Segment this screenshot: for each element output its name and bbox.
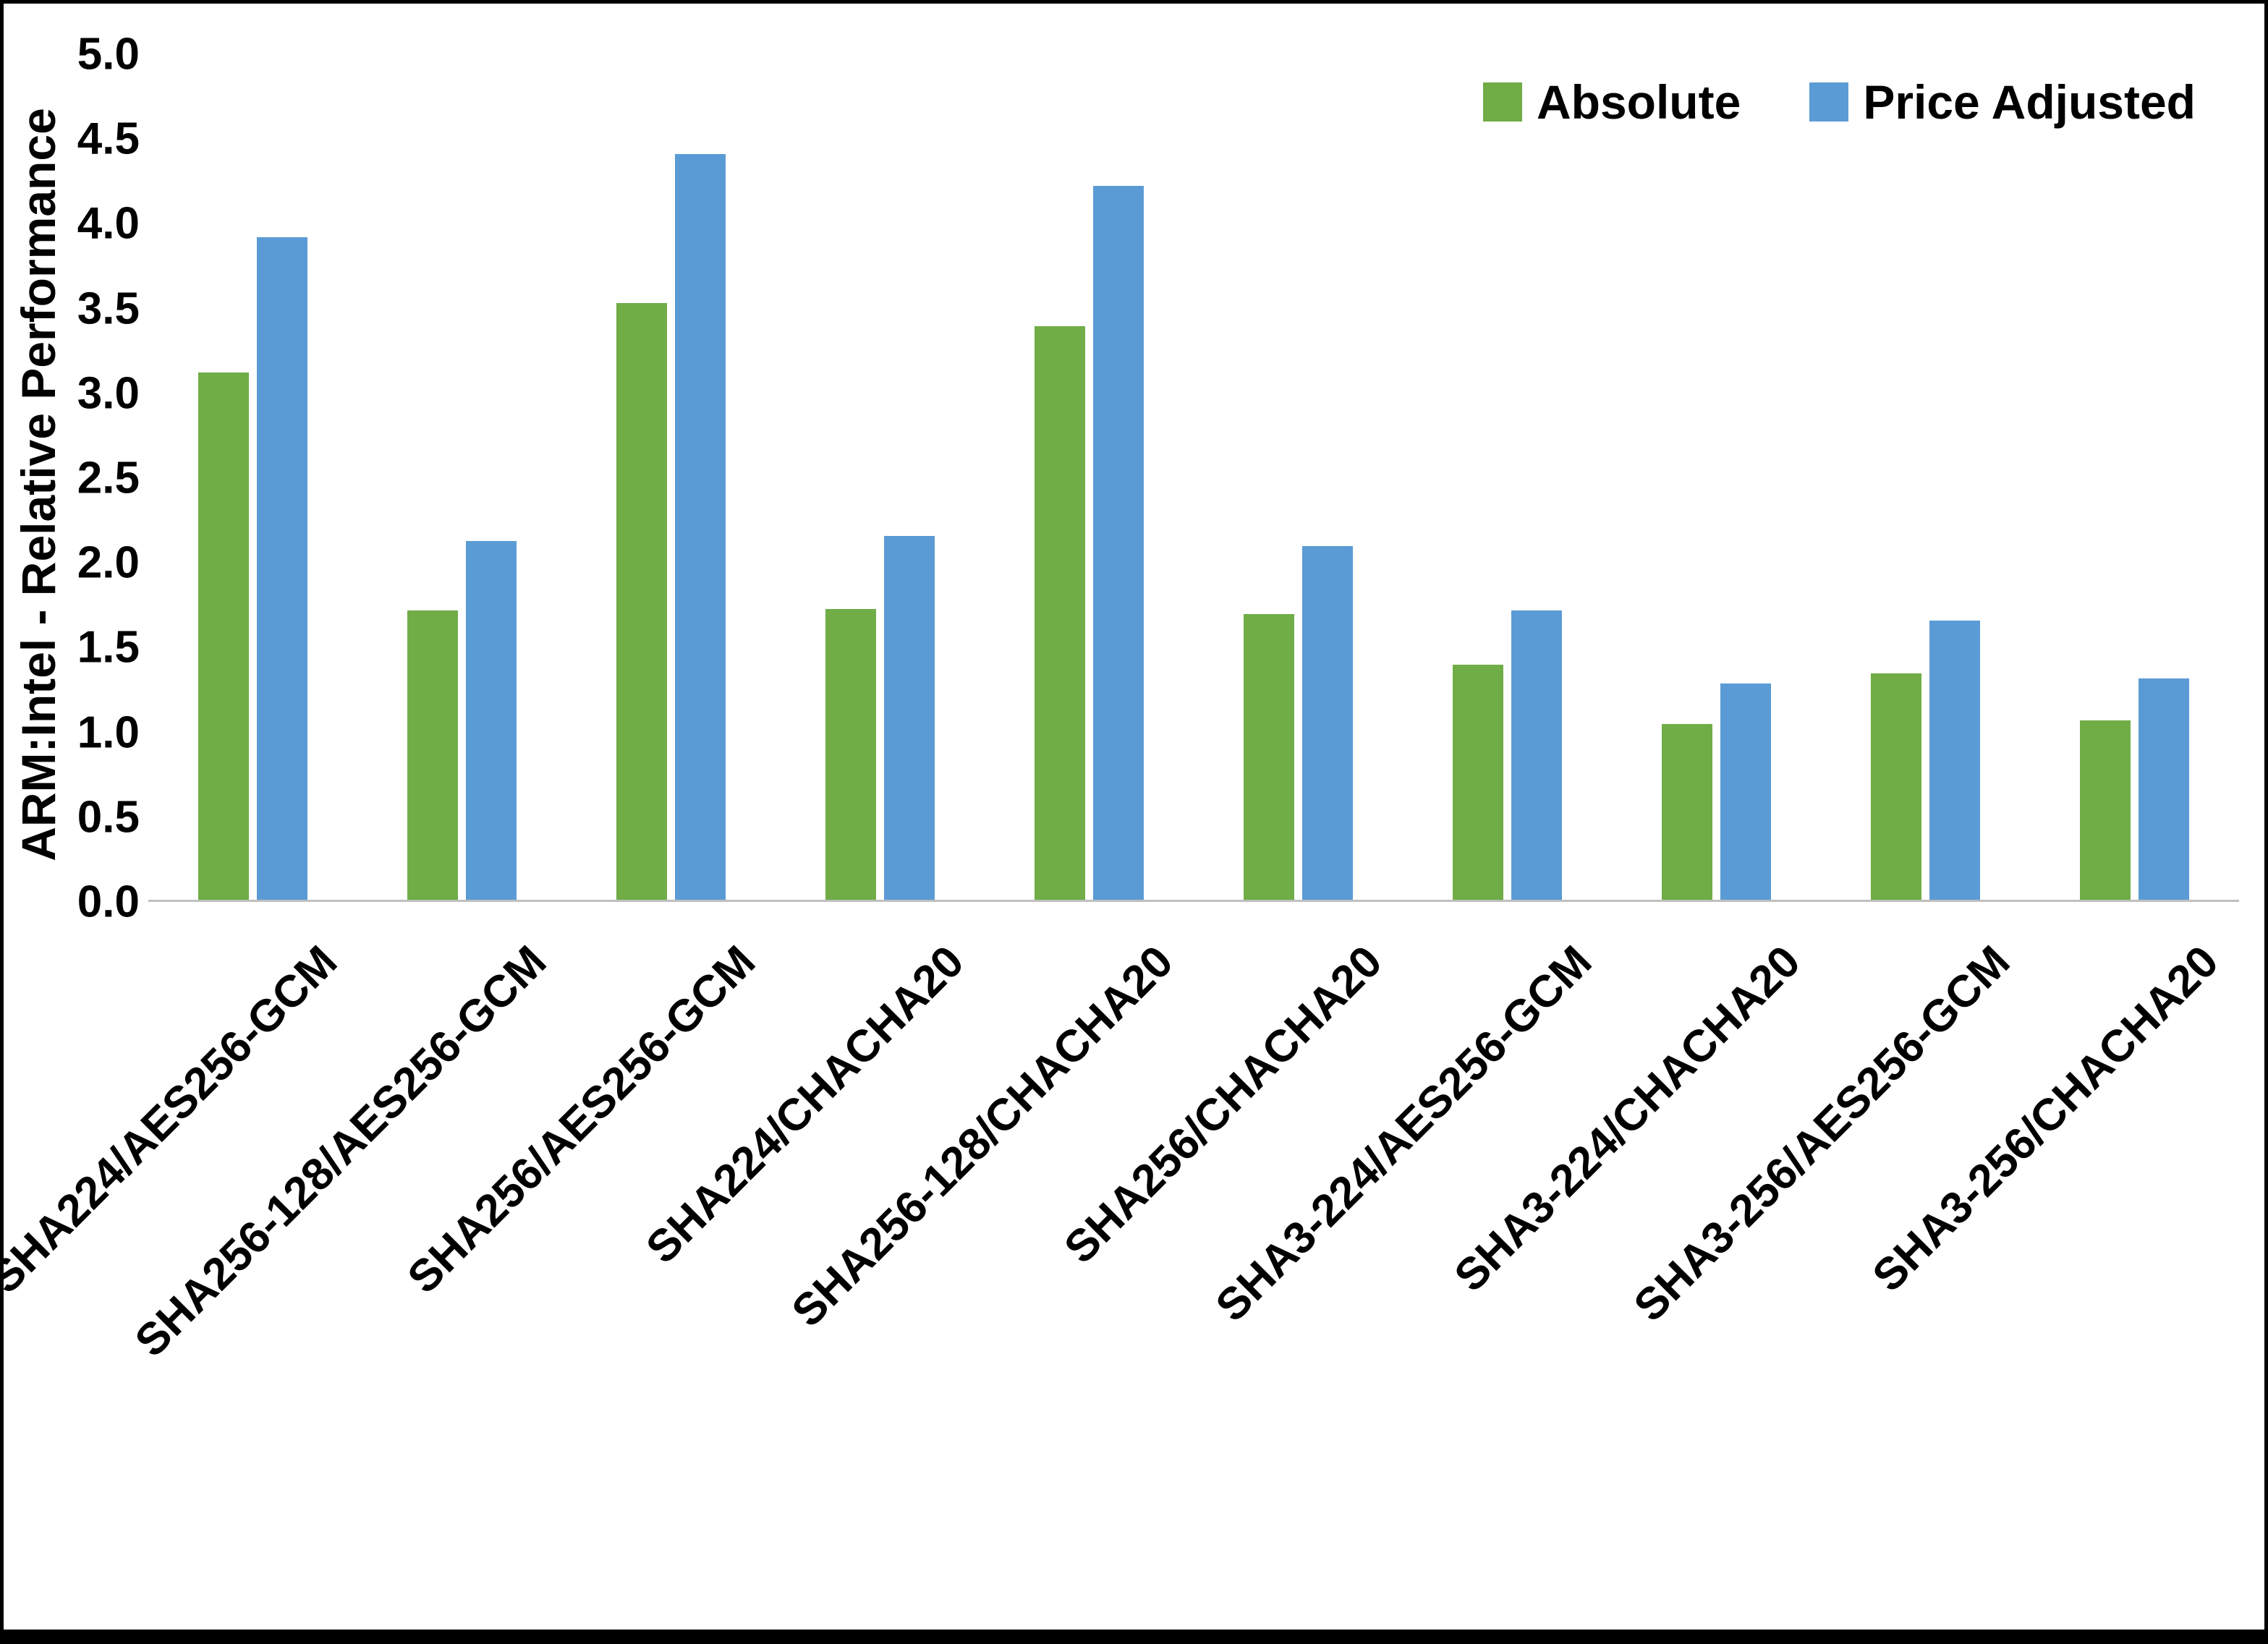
bar-group (1403, 54, 1612, 900)
y-tick-label: 3.5 (77, 284, 140, 334)
x-axis-category-label: SHA3-224/AES256-GCM (1206, 936, 1601, 1332)
legend-label: Absolute (1536, 75, 1741, 129)
bar-group (1612, 54, 1821, 900)
bar-absolute (1244, 613, 1294, 900)
x-axis-category-label: SHA3-256/CHACHA20 (1863, 936, 2228, 1302)
y-tick-label: 5.0 (77, 29, 140, 80)
bar-group (148, 54, 357, 900)
x-axis-category-label: SHA256-128/AES256-GCM (125, 936, 556, 1367)
legend-swatch-icon (1482, 82, 1522, 122)
y-tick-label: 1.0 (77, 707, 140, 758)
bar-absolute (1871, 673, 1921, 900)
bar-price-adjusted (884, 536, 935, 900)
x-axis-category-label: SHA256-128/CHACHA20 (782, 936, 1183, 1337)
legend-swatch-icon (1809, 82, 1849, 122)
bar-price-adjusted (466, 541, 517, 900)
y-tick-label: 4.5 (77, 114, 140, 164)
y-tick-label: 1.5 (77, 622, 140, 673)
legend: Absolute Price Adjusted (1482, 74, 2196, 129)
bar-absolute (1453, 665, 1503, 900)
legend-item-absolute: Absolute (1482, 74, 1741, 129)
bar-price-adjusted (1302, 546, 1353, 900)
legend-label: Price Adjusted (1863, 75, 2196, 129)
bar-price-adjusted (257, 237, 307, 900)
y-tick-label: 2.5 (77, 453, 140, 503)
x-axis-category-label: SHA256/AES256-GCM (398, 936, 765, 1303)
bar-absolute (198, 372, 249, 900)
bar-group (357, 54, 566, 900)
bar-absolute (616, 302, 667, 900)
bar-price-adjusted (1511, 610, 1562, 900)
bar-absolute (1662, 723, 1712, 900)
bar-price-adjusted (675, 153, 726, 900)
bar-group (566, 54, 776, 900)
x-axis-category-label: SHA224/AES256-GCM (0, 936, 347, 1303)
bar-absolute (407, 610, 458, 900)
bar-group (1821, 54, 2030, 900)
bar-group (985, 54, 1194, 900)
y-tick-label: 0.5 (77, 792, 140, 843)
bar-group (2030, 54, 2239, 900)
bar-price-adjusted (1929, 621, 1980, 900)
bar-price-adjusted (1093, 186, 1144, 900)
bar-group (776, 54, 985, 900)
y-tick-label: 0.0 (77, 877, 140, 927)
y-tick-label: 3.0 (77, 368, 140, 419)
bar-price-adjusted (1720, 683, 1771, 900)
bar-absolute (825, 608, 876, 900)
x-axis-category-label: SHA3-224/CHACHA20 (1445, 936, 1810, 1302)
bar-absolute (1035, 326, 1085, 900)
y-tick-label: 2.0 (77, 537, 140, 588)
bar-price-adjusted (2139, 678, 2189, 900)
y-axis-ticks: 0.0 0.5 1.0 1.5 2.0 2.5 3.0 3.5 4.0 4.5 5.0 (18, 30, 140, 927)
bar-group (1194, 54, 1403, 900)
bar-absolute (2080, 720, 2131, 900)
y-tick-label: 4.0 (77, 198, 140, 249)
plot-area (148, 54, 2239, 902)
x-axis-category-label: SHA3-256/AES256-GCM (1624, 936, 2019, 1332)
legend-item-price-adjusted: Price Adjusted (1809, 74, 2196, 129)
